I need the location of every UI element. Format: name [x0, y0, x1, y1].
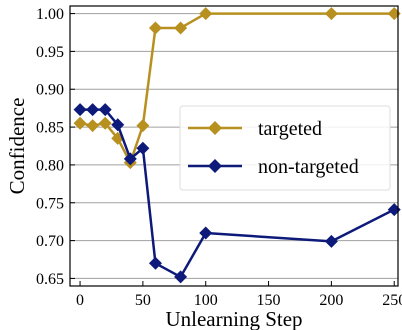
x-tick-label: 50 — [135, 292, 151, 309]
data-point-targeted — [73, 116, 87, 130]
plot-frame — [69, 5, 399, 287]
y-tick-label: 0.65 — [36, 271, 64, 288]
x-axis-ticks: 0 50 100 150 200 250 — [76, 281, 402, 309]
legend-marker — [208, 159, 222, 173]
data-point-targeted — [174, 21, 188, 35]
legend-label: non-targeted — [258, 156, 359, 178]
data-point-targeted — [98, 116, 112, 130]
data-point-targeted — [387, 7, 401, 21]
data-point-targeted — [148, 21, 162, 35]
data-point-non-targeted — [136, 141, 150, 155]
data-point-non-targeted — [199, 226, 213, 240]
data-point-targeted — [86, 119, 100, 133]
y-tick-label: 0.75 — [36, 195, 64, 212]
data-point-non-targeted — [111, 118, 125, 132]
y-axis-ticks: 0.65 0.70 0.75 0.80 0.85 0.90 0.95 1.00 — [36, 6, 75, 288]
series-non-targeted — [73, 103, 401, 284]
y-tick-label: 0.70 — [36, 233, 64, 250]
data-point-non-targeted — [324, 234, 338, 248]
y-tick-label: 1.00 — [36, 6, 64, 23]
legend: targeted non-targeted — [179, 105, 391, 191]
data-point-non-targeted — [387, 203, 401, 217]
legend-item-targeted: targeted — [188, 118, 322, 140]
data-point-non-targeted — [73, 103, 87, 117]
x-tick-label: 250 — [382, 292, 402, 309]
legend-item-non-targeted: non-targeted — [188, 156, 359, 178]
series-layer — [73, 7, 401, 284]
y-axis-label: Confidence — [5, 98, 29, 195]
data-point-targeted — [199, 7, 213, 21]
x-tick-label: 0 — [76, 292, 84, 309]
y-tick-label: 0.95 — [36, 44, 64, 61]
legend-label: targeted — [258, 118, 322, 140]
data-point-targeted — [136, 119, 150, 133]
data-point-non-targeted — [123, 152, 137, 166]
legend-marker — [208, 121, 222, 135]
data-point-targeted — [324, 7, 338, 21]
data-point-non-targeted — [148, 256, 162, 270]
y-tick-label: 0.85 — [36, 120, 64, 137]
x-tick-label: 200 — [319, 292, 343, 309]
y-tick-label: 0.80 — [36, 157, 64, 174]
data-point-non-targeted — [86, 103, 100, 117]
x-axis-label: Unlearning Step — [165, 307, 302, 330]
data-point-non-targeted — [98, 103, 112, 117]
y-tick-label: 0.90 — [36, 82, 64, 99]
x-tick-label: 150 — [257, 292, 281, 309]
x-tick-label: 100 — [194, 292, 218, 309]
data-point-non-targeted — [174, 270, 188, 284]
